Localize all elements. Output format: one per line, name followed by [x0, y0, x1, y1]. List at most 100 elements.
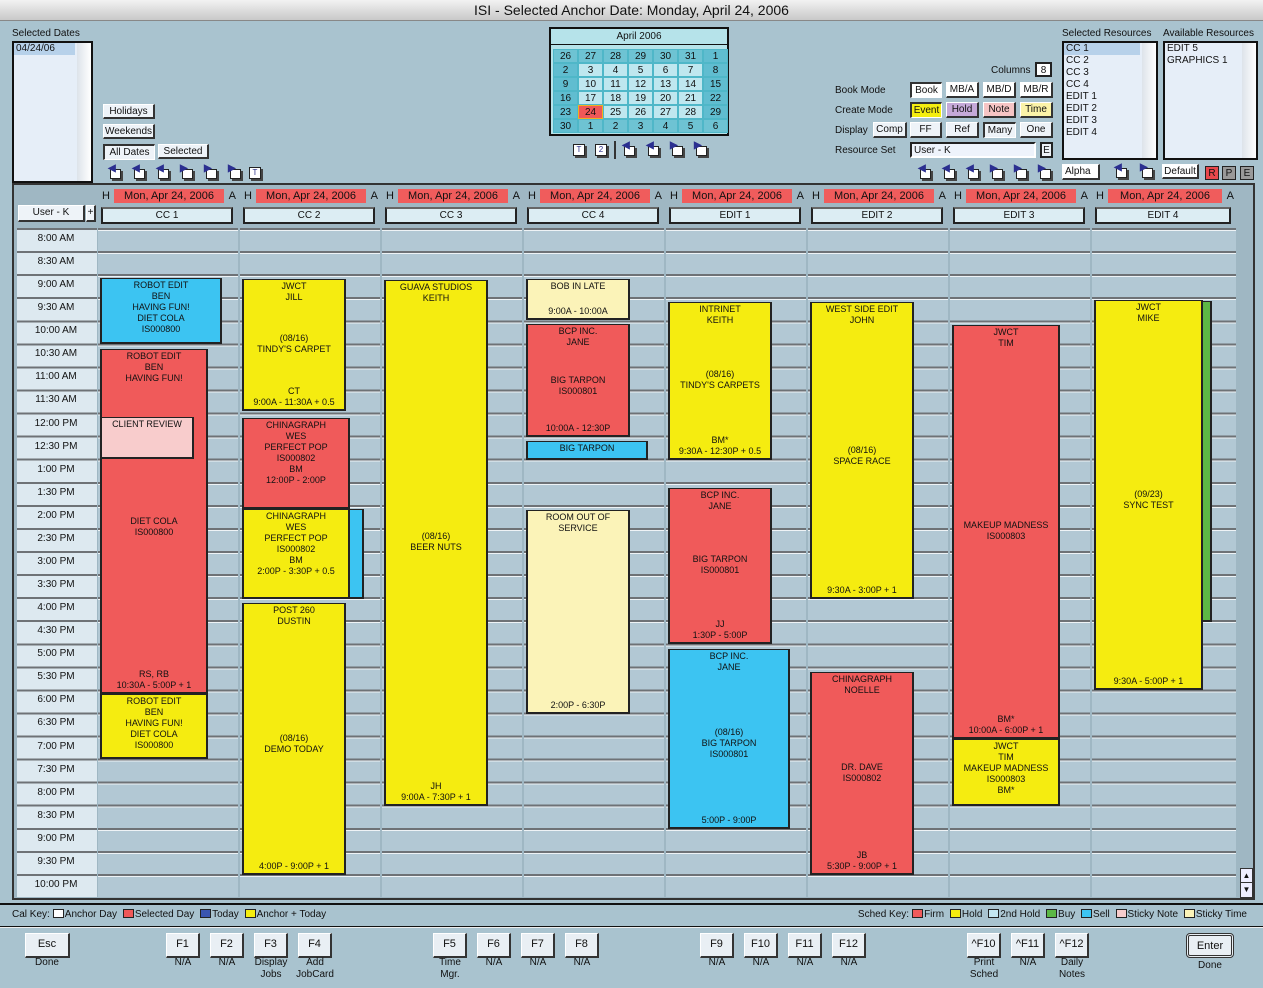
selected-resource-item[interactable]: CC 3	[1066, 67, 1089, 78]
calendar-day[interactable]: 26	[628, 105, 653, 119]
calendar-day[interactable]: 14	[678, 77, 703, 91]
key-f4-button[interactable]: F4	[298, 933, 332, 958]
resource-name-button[interactable]: CC 3	[385, 207, 517, 224]
resource-name-button[interactable]: CC 1	[101, 207, 233, 224]
calendar-day[interactable]: 29	[703, 105, 728, 119]
column-date[interactable]: Mon, Apr 24, 2006	[398, 189, 508, 203]
resource-set-field[interactable]: User - K	[910, 142, 1036, 158]
selected-resource-item[interactable]: CC 4	[1066, 79, 1089, 90]
resource-column[interactable]: GUAVA STUDIOS KEITH (08/16) BEER NUTS JH 9…	[382, 228, 522, 897]
selected-resources-list[interactable]: CC 1 CC 2 CC 3 CC 4 EDIT 1 EDIT 2 EDIT 3 EDIT 4	[1062, 41, 1158, 160]
holiday-toggle[interactable]: H	[102, 190, 110, 202]
today-icon[interactable]: T	[572, 142, 588, 157]
available-resource-item[interactable]: EDIT 5	[1167, 43, 1198, 54]
anchor-toggle[interactable]: A	[370, 190, 378, 202]
holidays-button[interactable]: Holidays	[103, 104, 155, 119]
anchor-toggle[interactable]: A	[1080, 190, 1088, 202]
calendar-day[interactable]: 2	[553, 63, 578, 77]
event-block-firm[interactable]: CHINAGRAPH WES PERFECT POP IS000802 BM 1…	[242, 417, 350, 510]
create-mode-note-button[interactable]: Note	[983, 102, 1016, 118]
key-f11-button[interactable]: F11	[788, 933, 822, 958]
calendar-day[interactable]: 28	[603, 49, 628, 63]
calendar-day[interactable]: 30	[653, 49, 678, 63]
available-resources-list[interactable]: EDIT 5 GRAPHICS 1	[1163, 41, 1258, 160]
next-page-icon[interactable]: ▶	[1013, 163, 1029, 180]
key-ctrl-f11-button[interactable]: ^F11	[1011, 933, 1045, 958]
anchor-toggle[interactable]: A	[938, 190, 946, 202]
add-column-button[interactable]: +	[86, 205, 96, 222]
holiday-toggle[interactable]: H	[244, 190, 252, 202]
book-mode-mb-r-button[interactable]: MB/R	[1020, 82, 1053, 98]
next-fast-icon[interactable]: ▶	[227, 163, 243, 180]
calendar-day[interactable]: 3	[578, 63, 603, 77]
event-block-hold[interactable]: JWCT MIKE (09/23) SYNC TEST 9:30A - 5:00P …	[1094, 300, 1203, 690]
holiday-toggle[interactable]: H	[528, 190, 536, 202]
holiday-toggle[interactable]: H	[1096, 190, 1104, 202]
selected-resource-item[interactable]: EDIT 2	[1066, 103, 1097, 114]
prev-page-icon[interactable]: ◀	[131, 163, 147, 180]
weekends-button[interactable]: Weekends	[103, 124, 155, 139]
key-enter-button[interactable]: Enter	[1186, 933, 1234, 958]
column-date[interactable]: Mon, Apr 24, 2006	[1108, 189, 1222, 203]
key-ctrl-f12-button[interactable]: ^F12	[1055, 933, 1089, 958]
anchor-toggle[interactable]: A	[796, 190, 804, 202]
book-mode-book-button[interactable]: Book	[910, 82, 942, 98]
calendar-day[interactable]: 31	[678, 49, 703, 63]
prev-page-icon[interactable]: ◀	[941, 163, 957, 180]
calendar-day[interactable]: 10	[578, 77, 603, 91]
key-f1-button[interactable]: F1	[166, 933, 200, 958]
event-block-hold[interactable]: CHINAGRAPH WES PERFECT POP IS000802 BM 2…	[242, 509, 350, 600]
calendar-day[interactable]: 4	[603, 63, 628, 77]
resource-name-button[interactable]: EDIT 2	[811, 207, 943, 224]
default-button[interactable]: Default	[1162, 164, 1199, 179]
anchor-toggle[interactable]: A	[512, 190, 520, 202]
prev-fast-icon[interactable]: ◀	[917, 163, 933, 180]
display-ref-button[interactable]: Ref	[946, 122, 979, 138]
calendar-day[interactable]: 9	[553, 77, 578, 91]
calendar-day[interactable]: 1	[703, 49, 728, 63]
columns-field[interactable]: 8	[1035, 62, 1052, 77]
event-block-firm[interactable]: JWCT TIM MAKEUP MADNESS IS000803 BM* 10:00…	[952, 325, 1060, 739]
holiday-toggle[interactable]: H	[386, 190, 394, 202]
column-date[interactable]: Mon, Apr 24, 2006	[114, 189, 224, 203]
key-f6-button[interactable]: F6	[477, 933, 511, 958]
calendar-day[interactable]: 25	[603, 105, 628, 119]
display-comp-button[interactable]: Comp	[873, 122, 907, 138]
calendar-day[interactable]: 27	[578, 49, 603, 63]
next-page-icon[interactable]: ▶	[693, 140, 709, 157]
next-icon[interactable]: ▶	[669, 140, 685, 157]
event-block-firm[interactable]: BCP INC. JANE BIG TARPON IS000801 10:00A -…	[526, 324, 630, 438]
key-f8-button[interactable]: F8	[565, 933, 599, 958]
event-block-hold[interactable]: ROBOT EDIT BEN HAVING FUN! DIET COLA IS0…	[100, 694, 208, 759]
event-block-firm[interactable]: ROBOT EDIT BEN HAVING FUN! DIET COLA IS00…	[100, 349, 208, 695]
vertical-scrollbar[interactable]: ▲ ▼	[1240, 868, 1253, 898]
event-block-hold[interactable]: POST 260 DUSTIN (08/16) DEMO TODAY 4:00P -…	[242, 602, 346, 876]
two-day-icon[interactable]: 2	[594, 142, 610, 157]
scroll-up-icon[interactable]: ▲	[1241, 869, 1252, 883]
event-block-sticky-time[interactable]: BOB IN LATE 9:00A - 10:00A	[526, 278, 630, 320]
anchor-toggle[interactable]: A	[228, 190, 236, 202]
selected-resource-item[interactable]: CC 1	[1064, 43, 1140, 55]
calendar-day[interactable]: 13	[653, 77, 678, 91]
key-f2-button[interactable]: F2	[210, 933, 244, 958]
event-block-firm[interactable]: CHINAGRAPH NOELLE DR. DAVE IS000802 JB 5:3…	[810, 672, 914, 876]
key-esc-button[interactable]: Esc	[25, 933, 70, 958]
event-block-hold[interactable]: JWCT JILL (08/16) TINDY'S CARPET CT 9:00A …	[242, 278, 346, 411]
next-icon[interactable]: ▶	[179, 163, 195, 180]
e-toggle[interactable]: E	[1240, 166, 1254, 180]
holiday-toggle[interactable]: H	[954, 190, 962, 202]
event-block-firm[interactable]: BCP INC. JANE BIG TARPON IS000801 JJ 1:30P…	[668, 487, 772, 644]
selected-resource-item[interactable]: EDIT 1	[1066, 91, 1097, 102]
calendar-day[interactable]: 5	[678, 119, 703, 133]
calendar-day[interactable]: 8	[703, 63, 728, 77]
prev-icon[interactable]: ◀	[645, 140, 661, 157]
calendar-day[interactable]: 3	[628, 119, 653, 133]
selected-resource-item[interactable]: EDIT 3	[1066, 115, 1097, 126]
column-date[interactable]: Mon, Apr 24, 2006	[540, 189, 650, 203]
anchor-toggle[interactable]: A	[1226, 190, 1234, 202]
list-scrollbar[interactable]	[77, 43, 91, 181]
holiday-toggle[interactable]: H	[670, 190, 678, 202]
event-block-hold[interactable]: WEST SIDE EDIT JOHN (08/16) SPACE RACE 9:3…	[810, 301, 914, 600]
display-ff-button[interactable]: FF	[910, 122, 942, 138]
event-block-sell[interactable]: BCP INC. JANE (08/16) BIG TARPON IS000801…	[668, 648, 790, 829]
